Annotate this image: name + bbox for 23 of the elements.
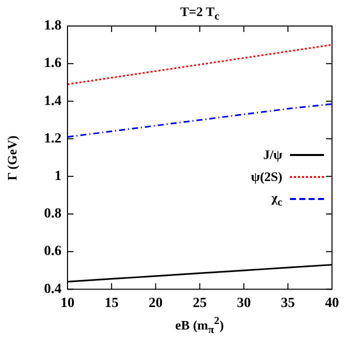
legend-label: ψ(2S) — [251, 169, 282, 186]
line-series — [68, 103, 332, 138]
x-tick-label: 40 — [325, 296, 339, 312]
x-tick-label: 30 — [236, 296, 251, 312]
x-axis-title: eB (m$_{π}$$^{2}$) — [175, 315, 224, 336]
x-tick-label: 35 — [280, 296, 295, 312]
legend-label: J/ψ — [263, 147, 282, 164]
y-tick-label: 1.8 — [44, 18, 62, 34]
y-axis-title: Γ (GeV) — [4, 135, 20, 180]
y-tick-label: 1.6 — [44, 56, 62, 72]
y-tick-label: 0.6 — [44, 244, 62, 260]
x-tick-label: 10 — [60, 296, 74, 312]
y-tick-label: 0.4 — [44, 282, 62, 297]
x-tick-label: 20 — [148, 296, 163, 312]
legend-label: χ$_{c}$ — [272, 190, 282, 209]
y-tick-label: 0.8 — [44, 206, 62, 222]
chart-title: T=2 T$_{c}$ — [180, 4, 220, 23]
x-tick-label: 25 — [192, 296, 207, 312]
y-tick-label: 1 — [54, 169, 62, 184]
y-tick-label: 1.2 — [44, 131, 62, 146]
y-tick-label: 1.4 — [44, 94, 62, 109]
line-series — [68, 44, 332, 86]
x-tick-label: 15 — [104, 296, 119, 312]
